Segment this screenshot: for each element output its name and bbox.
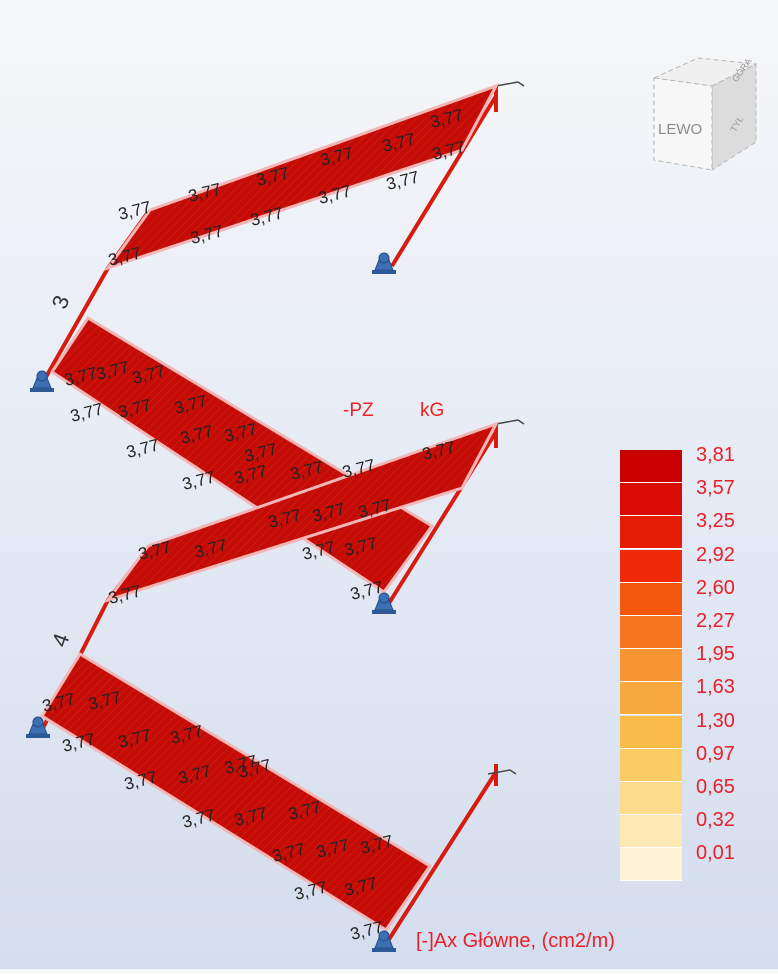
panel-value-label: 3,77 <box>180 805 217 831</box>
legend-value: 0,65 <box>696 776 735 798</box>
pinned-support-icon <box>26 716 50 738</box>
color-legend: 3,81 3,57 3,25 2,92 2,60 2,27 1,95 1,63 1,30 0,97… <box>620 444 770 920</box>
legend-swatch <box>620 450 682 483</box>
legend-value: 2,92 <box>696 543 735 566</box>
shell-panel-mesh <box>108 424 496 600</box>
legend-value: 1,63 <box>696 676 735 699</box>
panel-value-label: 3,77 <box>122 767 159 793</box>
view-cube-icon[interactable]: LEWO GÓRA TYŁ <box>644 30 770 200</box>
result-label: [-]Ax Główne, (cm2/m) <box>416 930 615 952</box>
pinned-support-icon <box>372 252 396 274</box>
panel-value-label: 3,77 <box>106 581 143 607</box>
projection-label: -PZ <box>343 400 374 421</box>
legend-swatch <box>620 848 682 882</box>
shell-panel-mesh <box>108 86 496 268</box>
panel-value-label: 3,77 <box>292 877 329 903</box>
pinned-support-icon <box>372 592 396 614</box>
structural-member <box>390 94 498 268</box>
legend-swatch <box>620 748 682 782</box>
legend-value: 2,60 <box>696 576 735 599</box>
pinned-support-icon <box>372 930 396 952</box>
legend-swatch <box>620 715 682 749</box>
legend-swatch <box>620 649 682 683</box>
legend-swatch <box>620 616 682 649</box>
panel-value-label: 3,77 <box>68 399 105 425</box>
legend-value: 0,01 <box>696 842 735 865</box>
legend-swatch <box>620 815 682 849</box>
legend-value: 3,25 <box>696 510 735 533</box>
legend-value: 1,95 <box>696 643 735 666</box>
legend-swatch <box>620 782 682 815</box>
structural-member <box>40 267 110 385</box>
pinned-support-icon <box>30 370 54 392</box>
panel-value-label: 3,77 <box>106 243 143 269</box>
shell-panels <box>39 83 500 933</box>
stair-label-4: 4 <box>47 630 75 650</box>
member-end-release <box>487 769 517 775</box>
legend-swatch <box>620 483 682 517</box>
panel-value-label: 3,77 <box>180 467 217 493</box>
panel-value-label: 3,77 <box>124 435 161 461</box>
stair-label-3: 3 <box>47 292 75 312</box>
legend-value: 3,81 <box>696 444 735 466</box>
legend-value: 3,57 <box>696 477 735 500</box>
legend-value: 0,97 <box>696 742 735 765</box>
panel-value-label: 3,77 <box>60 729 97 755</box>
legend-swatch <box>620 582 682 616</box>
member-end-release <box>495 81 525 87</box>
structural-member <box>384 770 498 946</box>
legend-value: 0,32 <box>696 809 735 832</box>
units-label: kG <box>420 400 445 421</box>
legend-value: 1,30 <box>696 709 735 732</box>
legend-swatch <box>620 516 682 550</box>
shell-panel-mesh <box>42 654 430 930</box>
view-cube-face-label: LEWO <box>658 121 702 138</box>
member-end-release <box>495 419 525 425</box>
legend-value: 2,27 <box>696 610 735 632</box>
legend-swatch <box>620 682 682 716</box>
legend-swatch <box>620 549 682 583</box>
supports <box>26 252 396 952</box>
